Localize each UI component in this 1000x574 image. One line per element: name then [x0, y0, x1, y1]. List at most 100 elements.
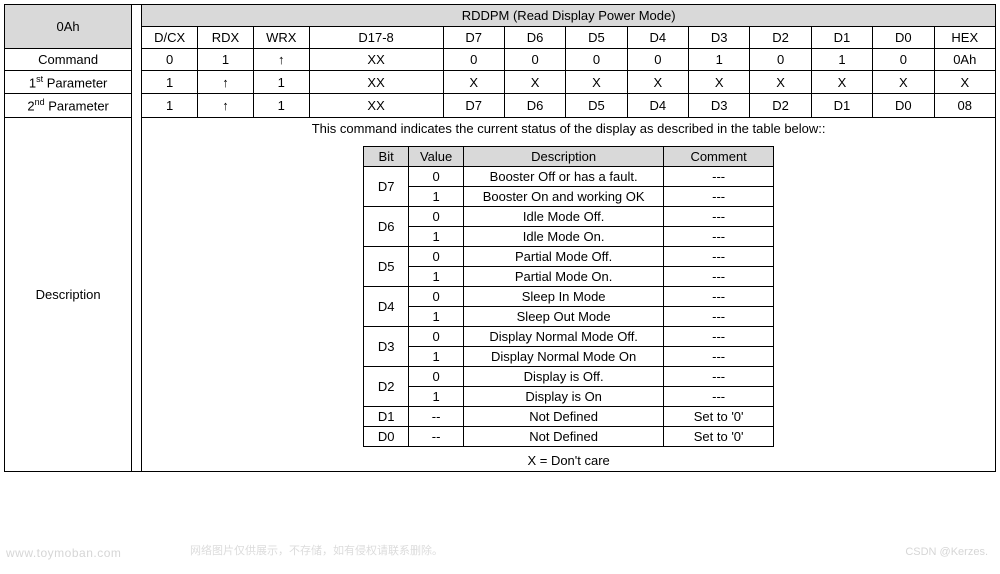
comment-cell: ---: [664, 286, 774, 306]
comment-cell: Set to '0': [664, 406, 774, 426]
value-cell: 1: [409, 346, 464, 366]
cell: D2: [750, 94, 811, 117]
cell: 0: [750, 49, 811, 71]
desc-cell: Not Defined: [464, 426, 664, 446]
param2-row: 2nd Parameter 1 ↑ 1 XX D7 D6 D5 D4 D3 D2…: [5, 94, 996, 117]
value-col: Value: [409, 146, 464, 166]
comment-cell: ---: [664, 306, 774, 326]
cell: D3: [689, 94, 750, 117]
desc-col: Description: [464, 146, 664, 166]
cell: 1: [811, 49, 872, 71]
desc-cell: Partial Mode On.: [464, 266, 664, 286]
bit-row: 1Idle Mode On.---: [364, 226, 774, 246]
col-d4: D4: [627, 27, 688, 49]
cell: 1: [253, 71, 309, 94]
comment-cell: ---: [664, 186, 774, 206]
cell: 08: [934, 94, 995, 117]
param1-row: 1st Parameter 1 ↑ 1 XX X X X X X X X X X: [5, 71, 996, 94]
cell: ↑: [198, 71, 254, 94]
bit-row: 1Display Normal Mode On---: [364, 346, 774, 366]
bit-row: D60Idle Mode Off.---: [364, 206, 774, 226]
bit-row: D30Display Normal Mode Off.---: [364, 326, 774, 346]
cell: X: [689, 71, 750, 94]
watermark-right: CSDN @Kerzes.: [905, 546, 988, 558]
cell: 1: [142, 71, 198, 94]
bit-cell: D4: [364, 286, 409, 326]
comment-cell: ---: [664, 246, 774, 266]
x-note: X = Don't care: [146, 453, 991, 468]
desc-cell: Booster Off or has a fault.: [464, 166, 664, 186]
col-rdx: RDX: [198, 27, 254, 49]
value-cell: 1: [409, 186, 464, 206]
bit-table-header: Bit Value Description Comment: [364, 146, 774, 166]
cell: X: [750, 71, 811, 94]
col-wrx: WRX: [253, 27, 309, 49]
col-d1: D1: [811, 27, 872, 49]
col-d3: D3: [689, 27, 750, 49]
col-d5: D5: [566, 27, 627, 49]
bit-row: D40Sleep In Mode---: [364, 286, 774, 306]
comment-cell: ---: [664, 206, 774, 226]
col-d178: D17-8: [309, 27, 443, 49]
cell: D1: [811, 94, 872, 117]
value-cell: --: [409, 426, 464, 446]
cell: X: [811, 71, 872, 94]
cell: 1: [198, 49, 254, 71]
bit-row: D0--Not DefinedSet to '0': [364, 426, 774, 446]
cell: 0: [504, 49, 565, 71]
comment-cell: ---: [664, 226, 774, 246]
value-cell: 0: [409, 206, 464, 226]
desc-cell: Not Defined: [464, 406, 664, 426]
bit-cell: D2: [364, 366, 409, 406]
column-header-row: D/CX RDX WRX D17-8 D7 D6 D5 D4 D3 D2 D1 …: [5, 27, 996, 49]
cell: XX: [309, 94, 443, 117]
comment-cell: ---: [664, 326, 774, 346]
value-cell: --: [409, 406, 464, 426]
desc-cell: Display Normal Mode On: [464, 346, 664, 366]
cell: 0: [566, 49, 627, 71]
bit-cell: D6: [364, 206, 409, 246]
bit-row: D20Display is Off.---: [364, 366, 774, 386]
bit-row: 1Sleep Out Mode---: [364, 306, 774, 326]
cell: 0: [873, 49, 934, 71]
desc-cell: Sleep In Mode: [464, 286, 664, 306]
cell: 0: [627, 49, 688, 71]
cell: X: [566, 71, 627, 94]
cell: D6: [504, 94, 565, 117]
value-cell: 0: [409, 366, 464, 386]
comment-cell: ---: [664, 366, 774, 386]
desc-cell: Booster On and working OK: [464, 186, 664, 206]
row-label-command: Command: [5, 49, 132, 71]
command-row: Command 0 1 ↑ XX 0 0 0 0 1 0 1 0 0Ah: [5, 49, 996, 71]
bit-row: 1Partial Mode On.---: [364, 266, 774, 286]
cell: D5: [566, 94, 627, 117]
bit-cell: D7: [364, 166, 409, 206]
comment-cell: Set to '0': [664, 426, 774, 446]
cell: 1: [142, 94, 198, 117]
value-cell: 1: [409, 386, 464, 406]
bit-row: D50Partial Mode Off.---: [364, 246, 774, 266]
cell: 0: [142, 49, 198, 71]
watermark-mid: 网络图片仅供展示，不存储，如有侵权请联系删除。: [190, 542, 443, 558]
command-table: 0Ah RDDPM (Read Display Power Mode) D/CX…: [4, 4, 996, 472]
value-cell: 1: [409, 266, 464, 286]
bit-col: Bit: [364, 146, 409, 166]
description-intro: This command indicates the current statu…: [146, 121, 991, 136]
comment-cell: ---: [664, 346, 774, 366]
desc-cell: Idle Mode Off.: [464, 206, 664, 226]
value-cell: 0: [409, 166, 464, 186]
cell: X: [873, 71, 934, 94]
value-cell: 0: [409, 326, 464, 346]
col-d7: D7: [443, 27, 504, 49]
col-d6: D6: [504, 27, 565, 49]
bit-cell: D0: [364, 426, 409, 446]
bit-cell: D1: [364, 406, 409, 426]
desc-cell: Display Normal Mode Off.: [464, 326, 664, 346]
cell: 0: [443, 49, 504, 71]
row-label-param1: 1st Parameter: [5, 71, 132, 94]
row-label-param2: 2nd Parameter: [5, 94, 132, 117]
comment-cell: ---: [664, 166, 774, 186]
comment-cell: ---: [664, 266, 774, 286]
value-cell: 1: [409, 226, 464, 246]
bit-row: D1--Not DefinedSet to '0': [364, 406, 774, 426]
